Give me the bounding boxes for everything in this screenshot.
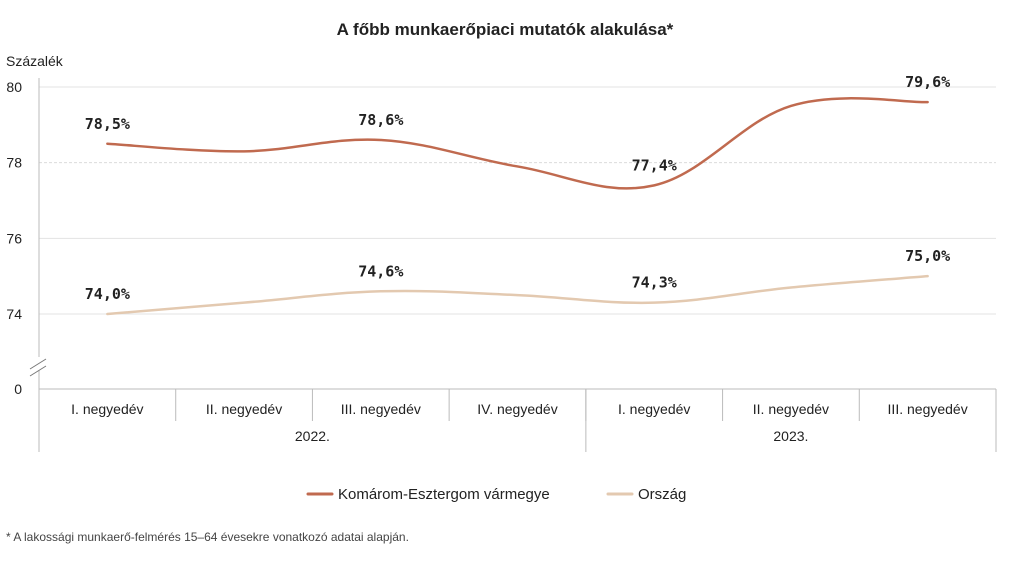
axis-break-mark <box>29 365 47 377</box>
legend-label: Ország <box>638 486 686 503</box>
data-label: 75,0% <box>905 247 950 265</box>
data-label: 79,6% <box>905 73 950 91</box>
data-label: 74,6% <box>358 262 403 280</box>
axes <box>29 78 997 452</box>
gridlines <box>39 86 996 315</box>
y-tick-label: 74 <box>6 306 22 322</box>
x-tick-label: III. negyedév <box>888 401 968 417</box>
data-label: 77,4% <box>632 156 677 174</box>
footnote: * A lakossági munkaerő-felmérés 15–64 év… <box>6 530 409 544</box>
series-line-komarom-esztergom <box>106 97 929 190</box>
legend-label: Komárom-Esztergom vármegye <box>338 486 550 503</box>
y-tick-label: 80 <box>6 79 22 95</box>
y-tick-label: 78 <box>6 155 22 171</box>
x-tick-label: II. negyedév <box>206 401 282 417</box>
data-label: 74,0% <box>85 285 130 303</box>
x-group-label: 2022. <box>295 428 330 444</box>
x-tick-label: III. negyedév <box>341 401 421 417</box>
x-tick-label: I. negyedév <box>618 401 690 417</box>
series-line-orszag <box>106 274 929 316</box>
chart-title: A főbb munkaerőpiaci mutatók alakulása* <box>337 20 674 39</box>
legend: Komárom-Esztergom vármegye Ország <box>306 486 686 503</box>
data-label: 78,6% <box>358 111 403 129</box>
axis-break-mark <box>29 358 47 370</box>
x-tick-label: I. negyedév <box>71 401 143 417</box>
data-label: 74,3% <box>632 274 677 292</box>
x-axis-categories: I. negyedév II. negyedév III. negyedév IV. … <box>71 389 968 452</box>
y-axis-unit-label: Százalék <box>6 53 64 69</box>
series-lines <box>106 97 929 316</box>
y-tick-label: 76 <box>6 230 22 246</box>
data-labels: 78,5% 78,6% 77,4% 79,6% 74,0% 74,6% 74,3% 75,0% <box>85 73 950 303</box>
x-group-label: 2023. <box>773 428 808 444</box>
x-tick-label: IV. negyedév <box>477 401 557 417</box>
x-tick-label: II. negyedév <box>753 401 829 417</box>
data-label: 78,5% <box>85 115 130 133</box>
y-axis-ticks: 80 78 76 74 0 <box>6 79 22 397</box>
y-tick-label: 0 <box>14 381 22 397</box>
